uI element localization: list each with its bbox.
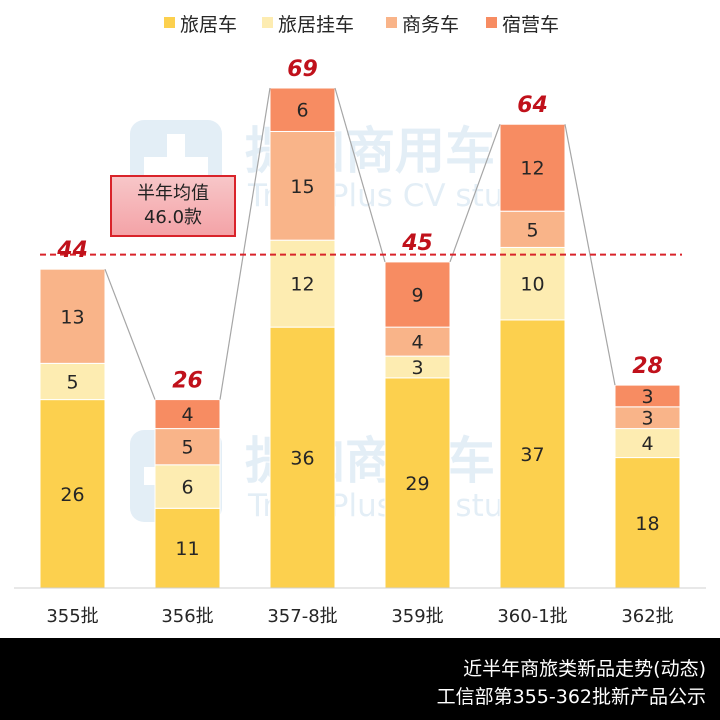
bar-segment xyxy=(269,87,336,132)
bar-segment xyxy=(499,246,566,321)
bar-value-label: 26 xyxy=(60,484,84,506)
connector-line xyxy=(104,268,156,400)
bar-value-label: 6 xyxy=(181,477,193,499)
legend-label: 旅居挂车 xyxy=(278,14,354,36)
bar-value-label: 5 xyxy=(526,219,538,241)
bar-value-label: 6 xyxy=(296,100,308,122)
bar-value-label: 4 xyxy=(641,433,653,455)
bar-value-label: 18 xyxy=(635,513,659,535)
x-axis: 355批 356批 357-8批 359批 360-1批 362批 xyxy=(14,587,706,627)
bar-value-label: 3 xyxy=(411,357,423,379)
legend-label: 宿营车 xyxy=(502,14,559,36)
footer-subtitle: 工信部第355-362批新产品公示 xyxy=(436,686,706,708)
bar-value-label: 4 xyxy=(411,332,423,354)
bar-value-label: 5 xyxy=(66,371,78,393)
connector-line xyxy=(219,87,271,400)
bar-segment xyxy=(384,261,451,328)
total-label: 26 xyxy=(172,369,203,394)
bar-segment xyxy=(39,268,106,364)
average-callout-value: 46.0款 xyxy=(143,207,203,228)
footer-bar: 近半年商旅类新品走势(动态) 工信部第355-362批新产品公示 xyxy=(0,638,720,720)
bar-segment xyxy=(614,457,681,589)
legend-swatch xyxy=(262,17,273,28)
total-label: 64 xyxy=(517,93,548,118)
x-tick-label: 356批 xyxy=(161,606,213,627)
x-tick-label: 362批 xyxy=(621,606,673,627)
x-tick-label: 355批 xyxy=(46,606,98,627)
bar-segment xyxy=(384,326,451,357)
x-tick-label: 359批 xyxy=(391,606,443,627)
connector-lines xyxy=(104,87,616,400)
bar-segment xyxy=(154,428,221,466)
watermark-logo-cross-h xyxy=(144,157,208,175)
legend-swatch xyxy=(386,17,397,28)
bar-value-label: 13 xyxy=(60,306,84,328)
connector-line xyxy=(334,87,386,263)
bar-value-label: 5 xyxy=(181,437,193,459)
bar-value-label: 4 xyxy=(181,404,193,426)
bar-value-label: 29 xyxy=(405,473,429,495)
bar-segment xyxy=(499,123,566,212)
connector-line xyxy=(449,124,501,263)
bar-segment xyxy=(499,319,566,589)
bar-value-label: 3 xyxy=(641,408,653,430)
x-tick-label: 357-8批 xyxy=(267,606,337,627)
bar-segment xyxy=(154,464,221,509)
total-label: 69 xyxy=(287,57,318,82)
legend-label: 旅居车 xyxy=(180,14,237,36)
total-label: 45 xyxy=(401,231,433,256)
footer-title: 近半年商旅类新品走势(动态) xyxy=(463,658,706,680)
bar-value-label: 36 xyxy=(290,448,314,470)
average-callout-title: 半年均值 xyxy=(137,183,209,204)
bar-segment xyxy=(384,377,451,589)
bar-segment xyxy=(154,399,221,430)
bar-value-label: 10 xyxy=(520,274,544,296)
bar-segment xyxy=(269,130,336,241)
bar-value-label: 12 xyxy=(290,274,314,296)
bars-group xyxy=(39,87,681,589)
bar-segment xyxy=(614,384,681,408)
bar-segment xyxy=(614,428,681,459)
bar-value-label: 9 xyxy=(411,285,423,307)
total-label: 28 xyxy=(632,354,663,379)
average-callout: 半年均值 46.0款 xyxy=(110,175,236,237)
legend-label: 商务车 xyxy=(402,14,459,36)
bar-value-label: 37 xyxy=(520,444,544,466)
total-label: 44 xyxy=(56,238,88,263)
bar-value-label: 11 xyxy=(175,538,199,560)
bar-value-label: 3 xyxy=(641,386,653,408)
legend-swatch xyxy=(486,17,497,28)
legend-swatch xyxy=(164,17,175,28)
bar-value-label: 15 xyxy=(290,176,314,198)
legend: 旅居车 旅居挂车 商务车 宿营车 xyxy=(164,14,559,36)
bar-value-label: 12 xyxy=(520,158,544,180)
x-tick-label: 360-1批 xyxy=(497,606,567,627)
